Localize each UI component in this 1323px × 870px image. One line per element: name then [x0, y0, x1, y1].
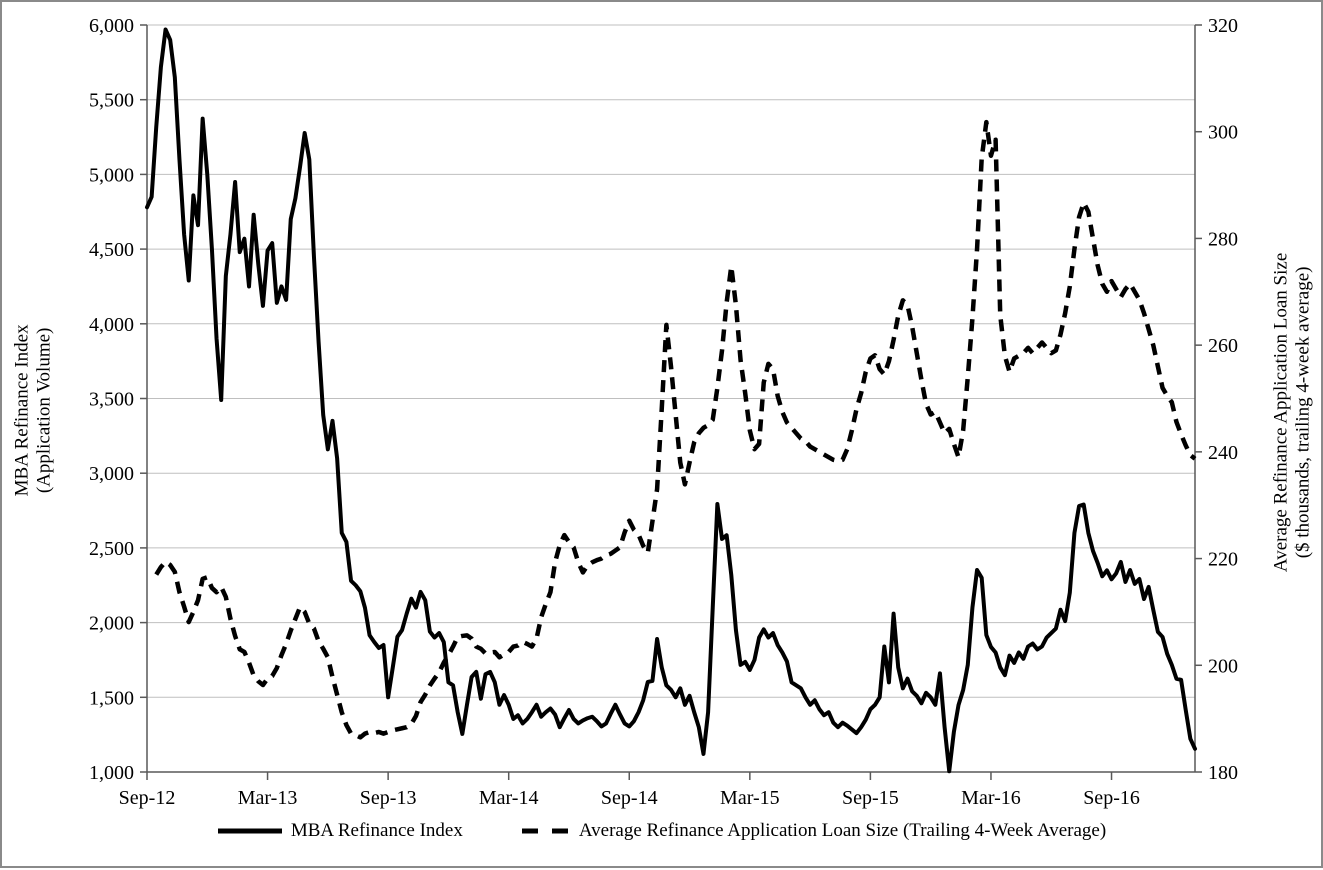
tick-label: Mar-16 [961, 787, 1021, 809]
legend: MBA Refinance Index Average Refinance Ap… [2, 820, 1321, 842]
tick-label: 5,500 [89, 90, 134, 112]
tick-label: 2,000 [89, 613, 134, 635]
left-axis-title-line2: (Application Volume) [34, 327, 55, 494]
tick-label: 4,500 [89, 239, 134, 261]
tick-label: 300 [1208, 122, 1238, 144]
tick-label: Sep-16 [1083, 787, 1140, 809]
tick-label: Sep-13 [360, 787, 417, 809]
tick-label: Sep-14 [601, 787, 658, 809]
series-refinance-index-line [145, 27, 1197, 774]
right-axis-title-line1: Average Refinance Application Loan Size [1270, 252, 1292, 573]
tick-label: 2,500 [89, 538, 134, 560]
legend-label-loan-size: Average Refinance Application Loan Size … [578, 820, 1107, 841]
tick-label: 6,000 [89, 15, 134, 37]
left-axis-title: MBA Refinance Index (Application Volume) [12, 160, 57, 660]
tick-label: 240 [1208, 442, 1238, 464]
tick-label: 220 [1208, 549, 1238, 571]
tick-label: 260 [1208, 335, 1238, 357]
tick-label: 1,500 [89, 687, 134, 709]
legend-item-refinance-index: MBA Refinance Index [217, 820, 463, 842]
tick-label: Sep-15 [842, 787, 899, 809]
tick-label: 3,500 [89, 389, 134, 411]
solid-line-swatch-icon [217, 828, 282, 834]
tick-label: 3,000 [89, 463, 134, 485]
tick-label: Mar-14 [479, 787, 539, 809]
tick-label: 180 [1208, 762, 1238, 784]
legend-item-loan-size: Average Refinance Application Loan Size … [521, 820, 1106, 842]
tick-label: 5,000 [89, 164, 134, 186]
tick-label: Mar-13 [238, 787, 298, 809]
right-axis-title-line2: ($ thousands, trailing 4-week average) [1293, 266, 1314, 559]
tick-label: Sep-12 [119, 787, 176, 809]
right-axis-title: Average Refinance Application Loan Size … [1271, 162, 1316, 662]
tick-label: 1,000 [89, 762, 134, 784]
tick-label: 200 [1208, 655, 1238, 677]
dashed-line-swatch-icon [521, 828, 570, 834]
tick-label: 280 [1208, 228, 1238, 250]
tick-label: Mar-15 [720, 787, 780, 809]
tick-label: 4,000 [89, 314, 134, 336]
legend-label-refinance-index: MBA Refinance Index [290, 820, 463, 841]
left-axis-title-line1: MBA Refinance Index [11, 324, 33, 497]
tick-label: 320 [1208, 15, 1238, 37]
